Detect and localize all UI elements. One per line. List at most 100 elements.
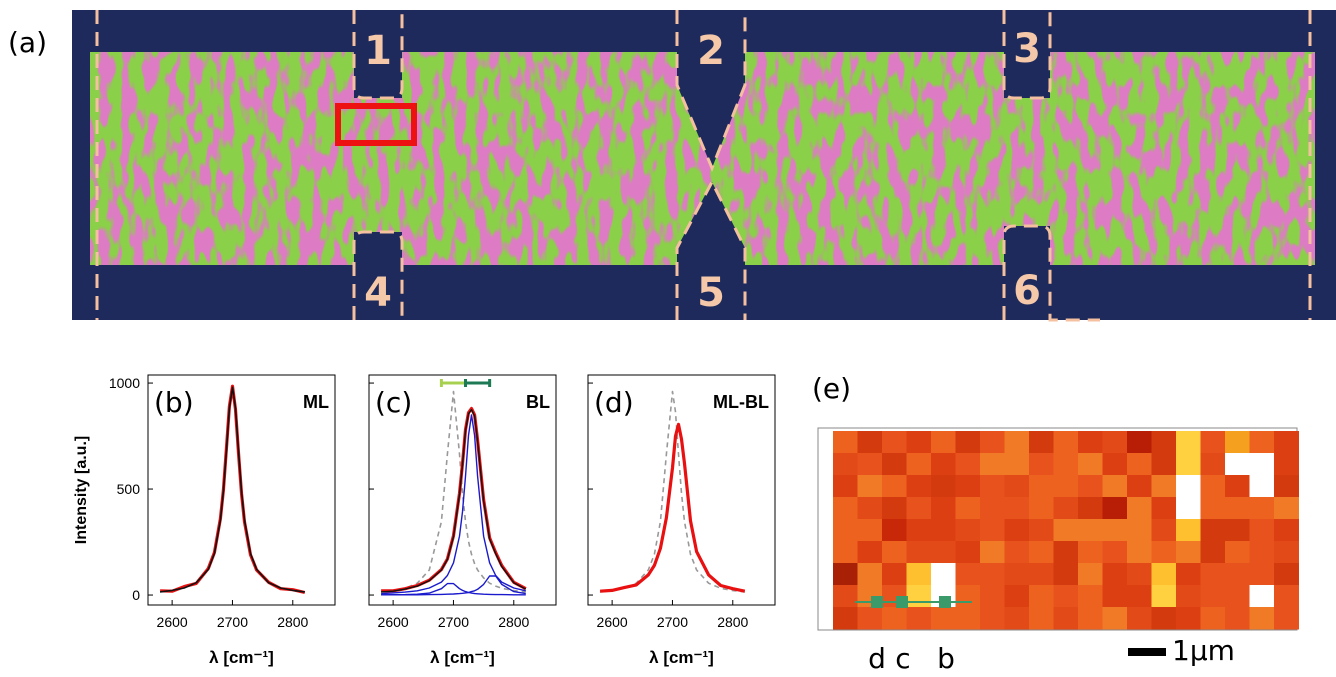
map-cell bbox=[1151, 607, 1177, 630]
map-cell bbox=[980, 563, 1005, 586]
map-cell bbox=[1225, 519, 1250, 542]
map-cell bbox=[1200, 541, 1226, 564]
map-cell bbox=[857, 541, 883, 564]
contact bbox=[354, 10, 402, 98]
map-cell bbox=[1225, 431, 1250, 454]
series-line bbox=[599, 422, 746, 593]
map-cell bbox=[1004, 453, 1030, 476]
map-cell bbox=[1249, 453, 1275, 476]
chart: 2600 2700 2800 λ [cm⁻¹] (d) ML-BL bbox=[587, 374, 776, 667]
map-cell bbox=[882, 453, 907, 476]
map-cell bbox=[833, 453, 858, 476]
panel-label: (a) bbox=[8, 26, 47, 59]
map-cell bbox=[906, 563, 932, 586]
map-cell bbox=[1053, 563, 1079, 586]
map-cell bbox=[857, 563, 883, 586]
map-cell bbox=[1176, 585, 1201, 608]
panel-label: (b) bbox=[154, 386, 194, 419]
map-cell bbox=[955, 453, 981, 476]
map-cell bbox=[1053, 541, 1079, 564]
map-cell bbox=[857, 607, 883, 630]
map-cell bbox=[833, 585, 858, 608]
x-tick-label: 2700 bbox=[657, 614, 688, 630]
map-cell bbox=[906, 541, 932, 564]
map-cell bbox=[1249, 541, 1275, 564]
map-cell bbox=[1151, 563, 1177, 586]
map-cell bbox=[1029, 497, 1054, 520]
series-line bbox=[600, 390, 745, 593]
map-cell bbox=[955, 431, 981, 454]
map-cell bbox=[1053, 585, 1079, 608]
y-tick-label: 500 bbox=[117, 481, 141, 497]
map-cell bbox=[882, 519, 907, 542]
map-cell bbox=[1127, 453, 1152, 476]
map-cell bbox=[857, 519, 883, 542]
map-cell bbox=[1274, 431, 1299, 454]
map-cell bbox=[931, 497, 956, 520]
map-cell bbox=[1102, 519, 1128, 542]
map-cell bbox=[1249, 475, 1275, 498]
map-cell bbox=[906, 519, 932, 542]
series-line bbox=[381, 408, 527, 593]
map-cell bbox=[980, 585, 1005, 608]
plot-frame bbox=[587, 374, 776, 606]
map-cell bbox=[882, 431, 907, 454]
map-cell bbox=[1004, 519, 1030, 542]
map-cell bbox=[1004, 497, 1030, 520]
map-cell bbox=[955, 541, 981, 564]
chart: 2600 2700 2800 0 500 1000 Intensity [a.u.] λ [c… bbox=[73, 374, 336, 667]
map-cell bbox=[1200, 431, 1226, 454]
map-cell bbox=[1029, 519, 1054, 542]
map-cell bbox=[1200, 475, 1226, 498]
map-cell bbox=[1151, 431, 1177, 454]
marker-label: 4 bbox=[364, 270, 392, 316]
panel-tag: ML bbox=[303, 392, 329, 412]
map-cell bbox=[1200, 497, 1226, 520]
map-cell bbox=[1053, 519, 1079, 542]
map-cell bbox=[1078, 497, 1103, 520]
map-cell bbox=[1004, 541, 1030, 564]
map-cell bbox=[1029, 475, 1054, 498]
map-cell bbox=[1151, 497, 1177, 520]
map-cell bbox=[1127, 475, 1152, 498]
map-cell bbox=[906, 475, 932, 498]
map-cell bbox=[1225, 607, 1250, 630]
map-cell bbox=[1078, 453, 1103, 476]
map-cell bbox=[1151, 475, 1177, 498]
y-axis-label: Intensity [a.u.] bbox=[73, 436, 90, 544]
scale-label: 1μm bbox=[1172, 634, 1235, 667]
scale-bar bbox=[1128, 648, 1166, 656]
series-line bbox=[381, 414, 526, 595]
error-bar bbox=[439, 379, 468, 388]
map-cell bbox=[1102, 431, 1128, 454]
map-cell bbox=[1200, 585, 1226, 608]
map-cell bbox=[1249, 585, 1275, 608]
map-cell bbox=[1249, 607, 1275, 630]
chart: 2600 2700 2800 λ [cm⁻¹] (c) BL bbox=[368, 374, 557, 667]
point bbox=[896, 596, 908, 608]
contact bbox=[354, 232, 402, 320]
map-cell bbox=[931, 519, 956, 542]
map-cell bbox=[1102, 563, 1128, 586]
map-cell bbox=[1176, 563, 1201, 586]
map-cell bbox=[1004, 563, 1030, 586]
panel-e: (e) d c b 1μm bbox=[812, 372, 1299, 675]
map-cell bbox=[1102, 453, 1128, 476]
map-cell bbox=[1078, 607, 1103, 630]
map-cell bbox=[1127, 519, 1152, 542]
plot-frame bbox=[368, 374, 557, 606]
map-cell bbox=[1176, 431, 1201, 454]
map-cell bbox=[955, 519, 981, 542]
x-axis-label: λ [cm⁻¹] bbox=[209, 648, 274, 667]
y-tick-label: 1000 bbox=[109, 375, 140, 391]
map-cell bbox=[1078, 519, 1103, 542]
map-cell bbox=[1127, 563, 1152, 586]
map-cell bbox=[1274, 541, 1299, 564]
map-cell bbox=[882, 563, 907, 586]
map-cell bbox=[1249, 563, 1275, 586]
map-cell bbox=[1200, 453, 1226, 476]
series-line bbox=[381, 575, 526, 596]
map-cell bbox=[980, 431, 1005, 454]
x-tick-label: 2800 bbox=[717, 614, 748, 630]
map-cell bbox=[1200, 607, 1226, 630]
